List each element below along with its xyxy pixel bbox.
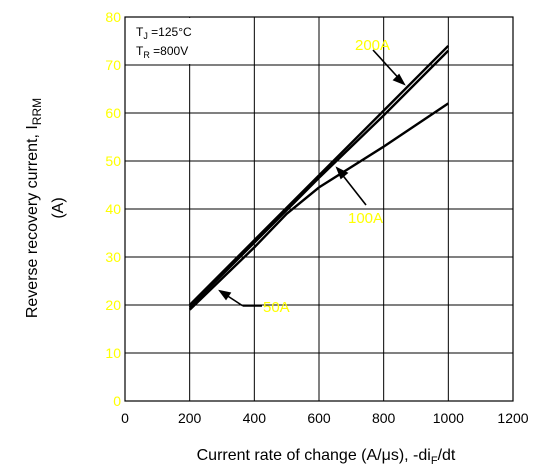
label-100a: 100A: [348, 210, 383, 227]
plot-frame: [124, 16, 514, 402]
x-tick-labels: 0 200 400 600 800 1000 1200: [121, 410, 529, 426]
y-axis-title-line2: (A): [50, 197, 67, 218]
y-tick-labels: 0 10 20 30 40 50 60 70 80: [105, 9, 121, 409]
y-tick-80: 80: [105, 9, 121, 25]
label-200a: 200A: [355, 37, 390, 54]
x-tick-1200: 1200: [497, 410, 528, 426]
x-tick-800: 800: [372, 410, 396, 426]
y-tick-10: 10: [105, 345, 121, 361]
series-line-50a: [188, 102, 449, 311]
y-tick-70: 70: [105, 57, 121, 73]
arrowhead-50a: [218, 289, 232, 301]
x-tick-1000: 1000: [433, 410, 464, 426]
x-tick-400: 400: [243, 410, 267, 426]
y-tick-0: 0: [113, 393, 121, 409]
y-tick-50: 50: [105, 153, 121, 169]
y-axis-title-line1: Reverse recovery current, IRRM: [24, 98, 44, 318]
annotations: [218, 49, 406, 307]
y-tick-40: 40: [105, 201, 121, 217]
grid: [125, 17, 513, 401]
x-axis-title: Current rate of change (A/μs), -diF/dt: [197, 447, 456, 467]
y-tick-30: 30: [105, 249, 121, 265]
tr-condition: TR =800V: [136, 44, 188, 60]
series-line-100a: [188, 49, 450, 309]
series-lines: [188, 44, 450, 311]
x-tick-0: 0: [121, 410, 129, 426]
x-tick-200: 200: [178, 410, 202, 426]
tj-condition: TJ =125°C: [136, 25, 192, 41]
x-tick-600: 600: [307, 410, 331, 426]
series-line-200a: [188, 44, 450, 306]
arrowhead-100a: [335, 166, 349, 180]
y-tick-20: 20: [105, 297, 121, 313]
y-axis-title: Reverse recovery current, IRRM (A): [24, 98, 67, 318]
arrowhead-200a: [392, 73, 406, 86]
conditions-box: [130, 18, 216, 64]
label-50a: 50A: [263, 299, 290, 316]
y-tick-60: 60: [105, 105, 121, 121]
